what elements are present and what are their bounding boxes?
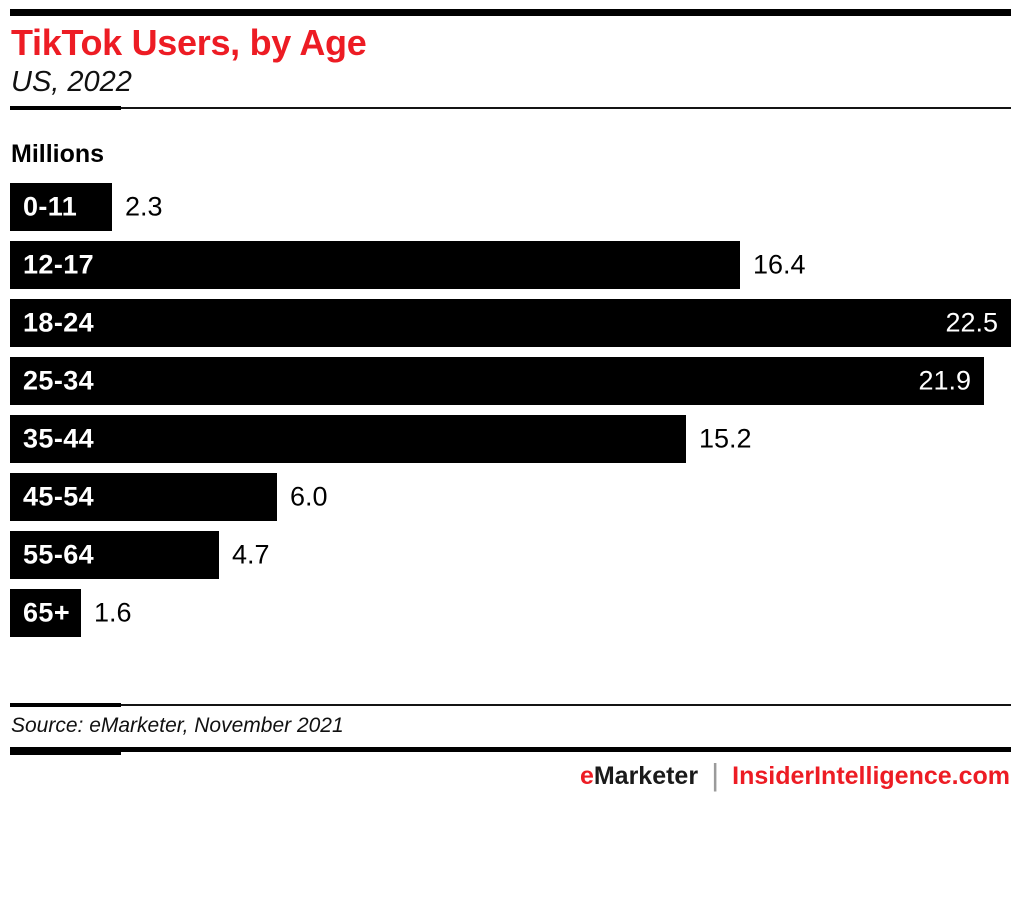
category-label: 65+ — [23, 597, 70, 628]
value-label: 22.5 — [945, 307, 998, 338]
category-label: 35-44 — [23, 423, 95, 454]
bar-chart: 2.3 0-11 16.4 12-17 18-24 22.5 25-34 21.9 15.2 35… — [10, 183, 1011, 645]
chart-subtitle: US, 2022 — [11, 66, 132, 98]
category-label: 12-17 — [23, 249, 95, 280]
value-label: 15.2 — [699, 423, 752, 454]
bar-row: 2.3 0-11 — [10, 183, 1011, 231]
brand-pipe-divider: | — [711, 756, 720, 792]
brand-emarketer-accent: e — [579, 761, 594, 790]
brand-emarketer-rest: Marketer — [593, 761, 699, 790]
header-divider-accent — [10, 106, 121, 110]
footer-divider-accent — [10, 747, 121, 755]
value-label: 6.0 — [290, 481, 328, 512]
value-label: 16.4 — [753, 249, 806, 280]
bar-row: 18-24 22.5 — [10, 299, 1011, 347]
category-label: 45-54 — [23, 481, 95, 512]
category-label: 0-11 — [23, 191, 78, 222]
chart-title: TikTok Users, by Age — [11, 22, 367, 63]
category-label: 25-34 — [23, 365, 95, 396]
bar-45-54: 45-54 — [10, 473, 277, 521]
bar-row: 15.2 35-44 — [10, 415, 1011, 463]
value-label: 21.9 — [918, 365, 971, 396]
bar-55-64: 55-64 — [10, 531, 219, 579]
source-divider — [10, 703, 1011, 707]
value-label: 1.6 — [94, 597, 132, 628]
bar-12-17: 12-17 — [10, 241, 740, 289]
unit-label: Millions — [11, 140, 105, 168]
bar-35-44: 35-44 — [10, 415, 686, 463]
bar-0-11: 0-11 — [10, 183, 112, 231]
brand-insider-link[interactable]: InsiderIntelligence.com — [732, 761, 1010, 790]
source-divider-accent — [10, 703, 121, 707]
bar-25-34: 25-34 21.9 — [10, 357, 984, 405]
bar-row: 25-34 21.9 — [10, 357, 1011, 405]
value-label: 2.3 — [125, 191, 163, 222]
bar-row: 16.4 12-17 — [10, 241, 1011, 289]
bar-row: 4.7 55-64 — [10, 531, 1011, 579]
brand-emarketer: eMarketer — [580, 762, 698, 791]
bar-row: 6.0 45-54 — [10, 473, 1011, 521]
source-text: Source: eMarketer, November 2021 — [11, 714, 344, 737]
value-label: 4.7 — [232, 539, 270, 570]
category-label: 55-64 — [23, 539, 95, 570]
brand-footer: eMarketer | InsiderIntelligence.com — [580, 759, 1010, 793]
header-divider — [10, 106, 1011, 110]
bar-65+: 65+ — [10, 589, 81, 637]
footer-divider — [10, 747, 1011, 755]
category-label: 18-24 — [23, 307, 95, 338]
bar-18-24: 18-24 22.5 — [10, 299, 1011, 347]
bar-row: 1.6 65+ — [10, 589, 1011, 637]
top-rule — [10, 9, 1011, 16]
